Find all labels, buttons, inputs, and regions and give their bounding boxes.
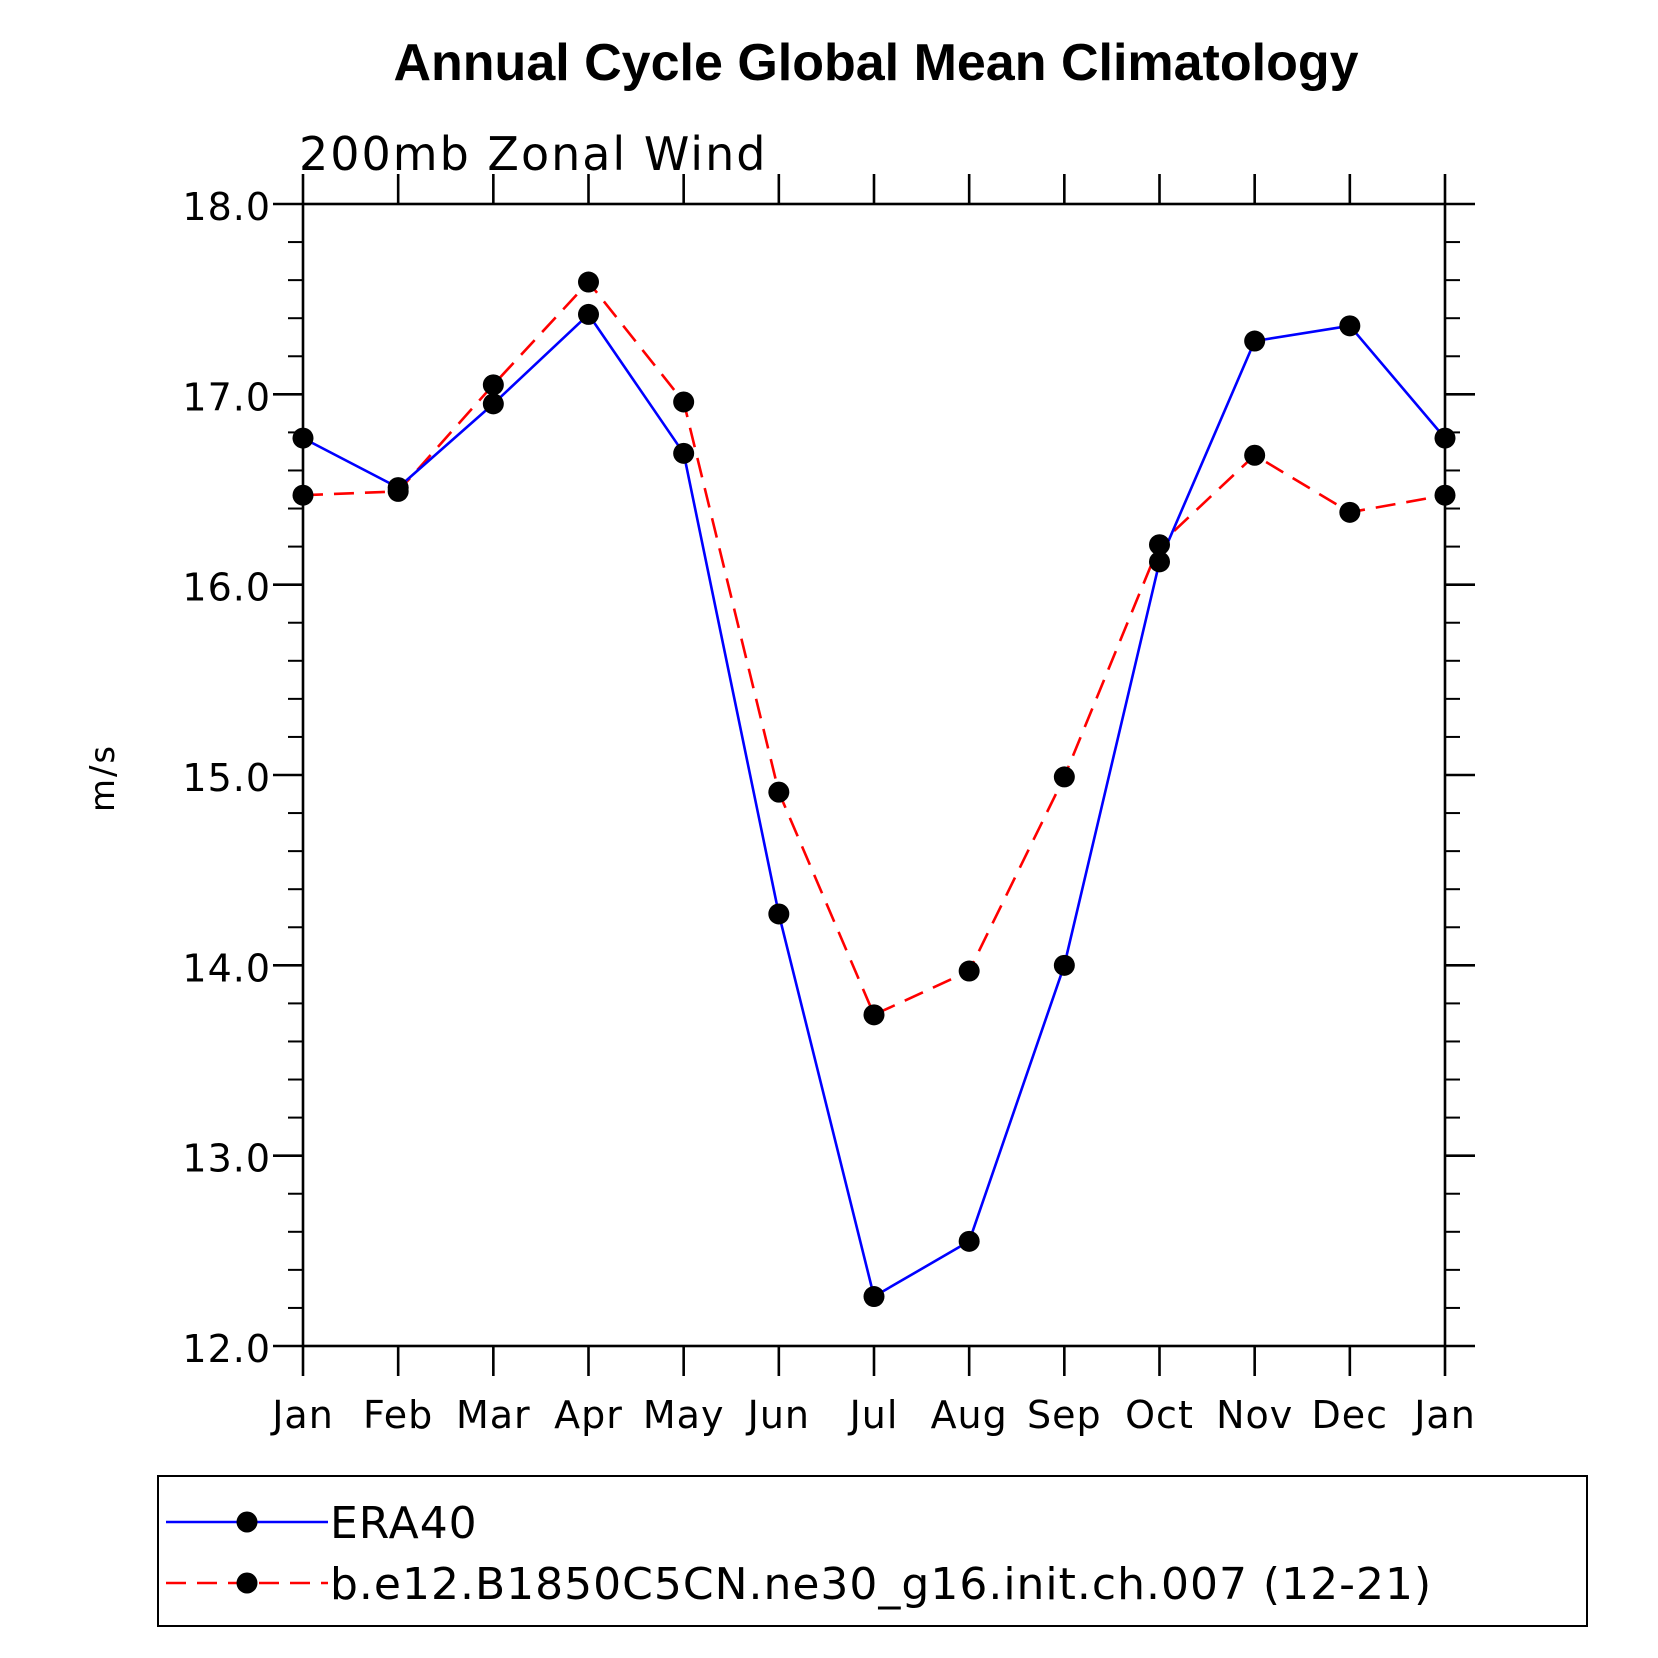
data-point: [482, 374, 504, 396]
data-point: [958, 1230, 980, 1252]
series-line: [302, 313, 1446, 1298]
data-point: [292, 427, 314, 449]
x-tick-label: Sep: [1027, 1393, 1102, 1437]
x-tick-label: Jun: [746, 1393, 810, 1437]
chart-title: Annual Cycle Global Mean Climatology: [393, 34, 1358, 92]
data-point: [1149, 551, 1170, 573]
y-axis-label: m/s: [83, 744, 123, 812]
x-tick-label: Apr: [554, 1393, 623, 1437]
data-point: [958, 960, 980, 982]
x-tick-label: Nov: [1216, 1393, 1293, 1437]
data-point: [1149, 534, 1170, 556]
data-point: [768, 903, 790, 925]
plot-axes: Jan Feb Mar Apr May Jun Jul Aug Sep Oct Nov Dec Jan 1…: [182, 174, 1475, 1437]
data-point: [387, 477, 409, 499]
x-tick-label: Jul: [848, 1393, 899, 1437]
data-point: [1053, 766, 1075, 788]
x-tick-label: Feb: [363, 1393, 433, 1437]
data-point: [863, 1286, 885, 1308]
x-tick-label: Jan: [270, 1393, 334, 1437]
y-tick-label: 18.0: [182, 185, 271, 229]
data-point: [1339, 501, 1361, 523]
x-tick-label: May: [643, 1393, 725, 1437]
y-tick-label: 14.0: [182, 946, 271, 990]
data-point: [863, 1004, 885, 1026]
data-point: [1434, 484, 1456, 506]
x-tick-label: Jan: [1412, 1393, 1476, 1437]
data-point: [578, 303, 599, 325]
legend-marker: [236, 1572, 258, 1594]
plot-frame: [301, 202, 1447, 1348]
x-tick-label: Oct: [1125, 1393, 1194, 1437]
x-tick-label: Dec: [1312, 1393, 1389, 1437]
legend-box: [157, 1475, 1588, 1627]
data-point: [482, 393, 504, 415]
x-tick-label: Aug: [931, 1393, 1008, 1437]
data-point: [673, 442, 695, 464]
data-point: [1244, 444, 1266, 466]
series-layer: [292, 271, 1456, 1308]
data-point: [1053, 954, 1075, 976]
y-tick-label: 16.0: [182, 566, 271, 610]
data-point: [578, 271, 599, 293]
data-point: [1434, 427, 1456, 449]
y-tick-label: 12.0: [182, 1327, 271, 1371]
chart-subtitle: 200mb Zonal Wind: [299, 127, 767, 181]
data-point: [768, 781, 790, 803]
y-tick-label: 15.0: [182, 756, 271, 800]
data-point: [292, 484, 314, 506]
data-point: [1339, 315, 1361, 337]
legend-label: b.e12.B1850C5CN.ne30_g16.init.ch.007 (12…: [330, 1559, 1432, 1610]
y-tick-label: 13.0: [182, 1137, 271, 1181]
x-tick-label: Mar: [456, 1393, 531, 1437]
legend: ERA40 b.e12.B1850C5CN.ne30_g16.init.ch.00…: [157, 1475, 1588, 1627]
legend-marker: [236, 1511, 258, 1533]
legend-label: ERA40: [330, 1498, 478, 1549]
data-point: [1244, 330, 1266, 352]
series-line: [302, 280, 1446, 1017]
y-tick-label: 17.0: [182, 375, 271, 419]
data-point: [673, 391, 695, 413]
